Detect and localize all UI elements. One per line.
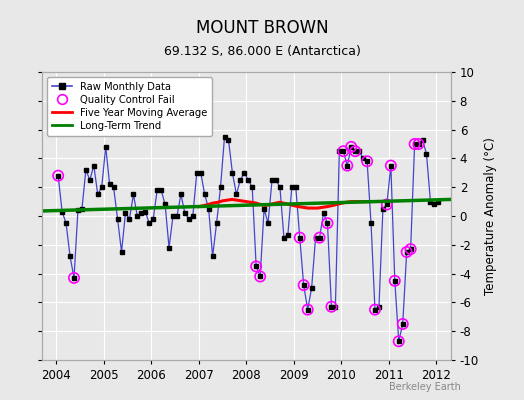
Point — [315, 234, 324, 241]
Text: MOUNT BROWN: MOUNT BROWN — [195, 19, 329, 37]
Point — [395, 338, 403, 344]
Point — [303, 306, 312, 313]
Point — [371, 306, 379, 313]
Text: Berkeley Earth: Berkeley Earth — [389, 382, 461, 392]
Point — [54, 172, 62, 179]
Point — [383, 201, 391, 208]
Legend: Raw Monthly Data, Quality Control Fail, Five Year Moving Average, Long-Term Tren: Raw Monthly Data, Quality Control Fail, … — [47, 77, 212, 136]
Point — [343, 162, 352, 169]
Point — [399, 321, 407, 327]
Point — [351, 148, 359, 154]
Text: 69.132 S, 86.000 E (Antarctica): 69.132 S, 86.000 E (Antarctica) — [163, 46, 361, 58]
Point — [323, 220, 332, 226]
Point — [339, 148, 347, 154]
Point — [387, 162, 395, 169]
Point — [296, 234, 304, 241]
Point — [70, 275, 78, 281]
Point — [390, 278, 399, 284]
Point — [256, 273, 264, 280]
Point — [402, 249, 411, 255]
Point — [407, 246, 415, 252]
Y-axis label: Temperature Anomaly (°C): Temperature Anomaly (°C) — [485, 137, 497, 295]
Point — [328, 304, 336, 310]
Point — [414, 141, 423, 147]
Point — [252, 263, 260, 270]
Point — [300, 282, 308, 288]
Point — [363, 158, 372, 164]
Point — [347, 144, 355, 150]
Point — [410, 141, 419, 147]
